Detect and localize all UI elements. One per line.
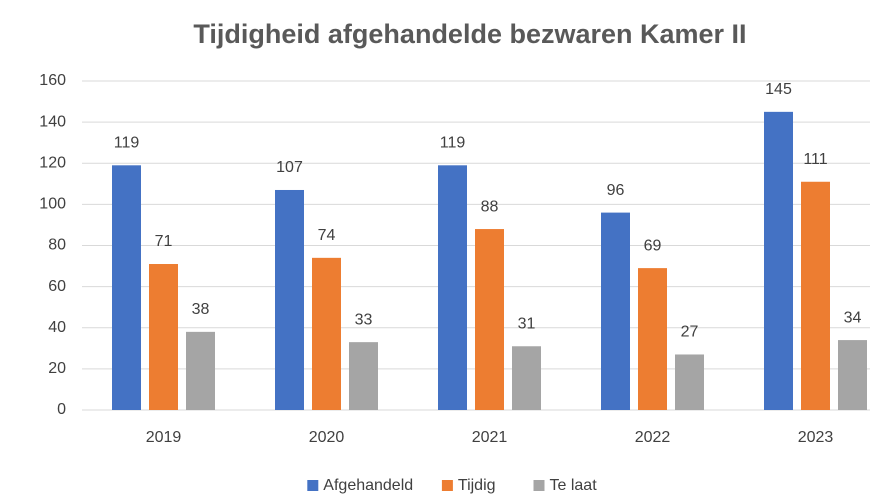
value-label: 111 (803, 151, 827, 168)
bar (675, 354, 704, 410)
value-label: 27 (681, 324, 699, 341)
x-tick-label: 2022 (635, 429, 671, 446)
bar (838, 340, 867, 410)
chart-title: Tijdigheid afgehandelde bezwaren Kamer I… (193, 19, 746, 49)
legend-swatch (441, 480, 453, 491)
legend-label: Te laat (550, 477, 598, 494)
y-tick-label: 60 (48, 278, 66, 295)
x-tick-label: 2023 (798, 429, 834, 446)
bar (186, 331, 215, 410)
value-label: 71 (155, 233, 173, 250)
bar (638, 268, 667, 410)
value-label: 96 (607, 182, 625, 199)
value-label: 119 (440, 135, 466, 152)
y-tick-label: 100 (39, 196, 66, 213)
x-tick-label: 2021 (472, 429, 508, 446)
bar (801, 181, 830, 410)
bar (349, 342, 378, 410)
value-label: 31 (518, 315, 536, 332)
value-label: 74 (318, 227, 336, 244)
value-label: 38 (192, 301, 210, 318)
y-tick-label: 40 (48, 319, 66, 336)
bar (275, 189, 304, 410)
legend-label: Afgehandeld (323, 477, 413, 494)
bar (312, 257, 341, 410)
x-tick-label: 2019 (146, 429, 182, 446)
bar (438, 165, 467, 410)
y-tick-label: 80 (48, 237, 66, 254)
bar (112, 165, 141, 410)
y-tick-label: 160 (39, 72, 66, 89)
y-tick-label: 120 (39, 154, 66, 171)
value-label: 88 (481, 198, 499, 215)
value-label: 145 (765, 81, 792, 98)
legend-swatch (307, 480, 319, 491)
x-tick-label: 2020 (309, 429, 345, 446)
legend-swatch (533, 480, 545, 491)
value-label: 107 (276, 159, 303, 176)
y-tick-label: 140 (39, 113, 66, 130)
y-tick-label: 20 (48, 360, 66, 377)
bar (149, 264, 178, 410)
bar (601, 212, 630, 410)
value-label: 34 (844, 309, 862, 326)
y-tick-label: 0 (57, 401, 66, 418)
bar (512, 346, 541, 410)
value-label: 33 (355, 311, 373, 328)
legend-label: Tijdig (458, 477, 496, 494)
bar (764, 111, 793, 410)
bar (475, 229, 504, 410)
value-label: 119 (114, 135, 140, 152)
value-label: 69 (644, 237, 662, 254)
